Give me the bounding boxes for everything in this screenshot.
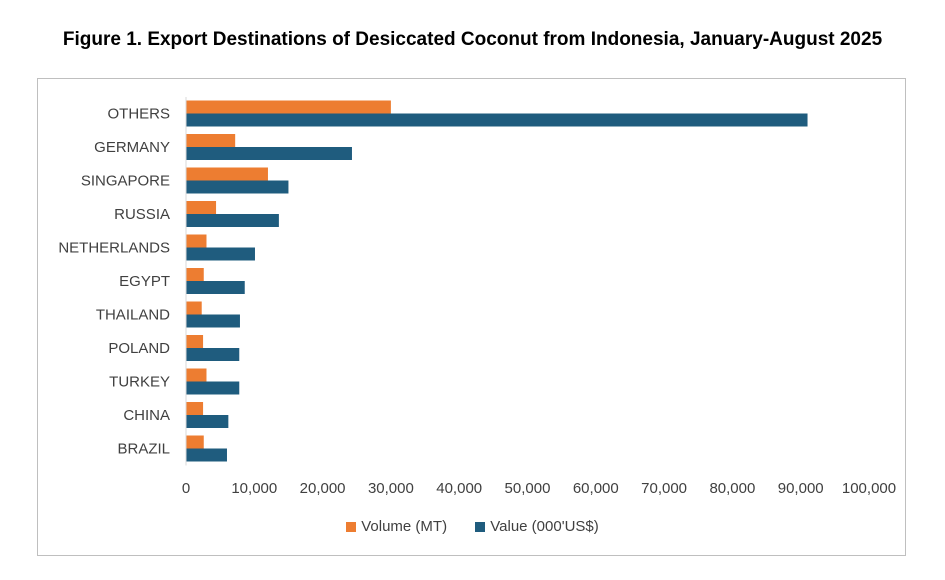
category-label-others: OTHERS — [107, 106, 170, 123]
bar-volume-china — [186, 402, 204, 415]
category-label-brazil: BRAZIL — [117, 441, 170, 458]
bar-value-others — [186, 113, 808, 127]
bar-volume-poland — [186, 335, 204, 348]
category-label-thailand: THAILAND — [96, 307, 170, 324]
bar-value-singapore — [186, 180, 289, 194]
x-tick-label: 60,000 — [573, 480, 619, 497]
bar-value-poland — [186, 348, 240, 361]
category-label-netherlands: NETHERLANDS — [58, 240, 170, 257]
legend: Volume (MT) Value (000'US$) — [0, 518, 945, 536]
bar-volume-netherlands — [186, 234, 207, 248]
x-tick-label: 90,000 — [778, 480, 824, 497]
legend-label-value: Value (000'US$) — [490, 518, 599, 535]
bar-value-germany — [186, 147, 352, 160]
bar-volume-turkey — [186, 368, 207, 382]
legend-label-volume: Volume (MT) — [361, 518, 448, 535]
category-label-poland: POLAND — [108, 340, 170, 357]
legend-swatch-volume — [346, 521, 357, 532]
bar-volume-brazil — [186, 435, 204, 449]
legend-item-volume: Volume (MT) — [346, 518, 447, 535]
bar-volume-egypt — [186, 268, 204, 281]
category-label-singapore: SINGAPORE — [81, 173, 170, 190]
x-tick-label: 80,000 — [709, 480, 755, 497]
chart-title: Figure 1. Export Destinations of Desicca… — [62, 29, 883, 50]
x-tick-label: 100,000 — [842, 480, 896, 497]
x-tick-label: 70,000 — [641, 480, 687, 497]
bar-value-netherlands — [186, 247, 255, 261]
category-label-russia: RUSSIA — [114, 206, 170, 223]
bar-value-egypt — [186, 281, 245, 294]
category-label-germany: GERMANY — [94, 139, 170, 156]
bar-value-china — [186, 415, 229, 428]
bar-volume-others — [186, 100, 391, 114]
bar-volume-thailand — [186, 301, 202, 315]
legend-item-value: Value (000'US$) — [475, 518, 599, 535]
category-label-turkey: TURKEY — [109, 374, 170, 391]
x-tick-label: 50,000 — [505, 480, 551, 497]
chart-frame — [37, 78, 906, 556]
x-tick-label: 40,000 — [436, 480, 482, 497]
category-label-china: CHINA — [123, 407, 170, 424]
x-tick-label: 0 — [182, 480, 190, 497]
bar-volume-singapore — [186, 167, 268, 181]
category-label-egypt: EGYPT — [119, 273, 170, 290]
bar-volume-germany — [186, 134, 236, 147]
x-tick-label: 10,000 — [231, 480, 277, 497]
bar-volume-russia — [186, 201, 217, 214]
bar-value-thailand — [186, 314, 240, 328]
x-tick-label: 30,000 — [368, 480, 414, 497]
bar-value-turkey — [186, 381, 240, 395]
bar-value-russia — [186, 214, 279, 227]
bar-value-brazil — [186, 448, 227, 462]
legend-swatch-value — [475, 521, 486, 532]
x-tick-label: 20,000 — [300, 480, 346, 497]
